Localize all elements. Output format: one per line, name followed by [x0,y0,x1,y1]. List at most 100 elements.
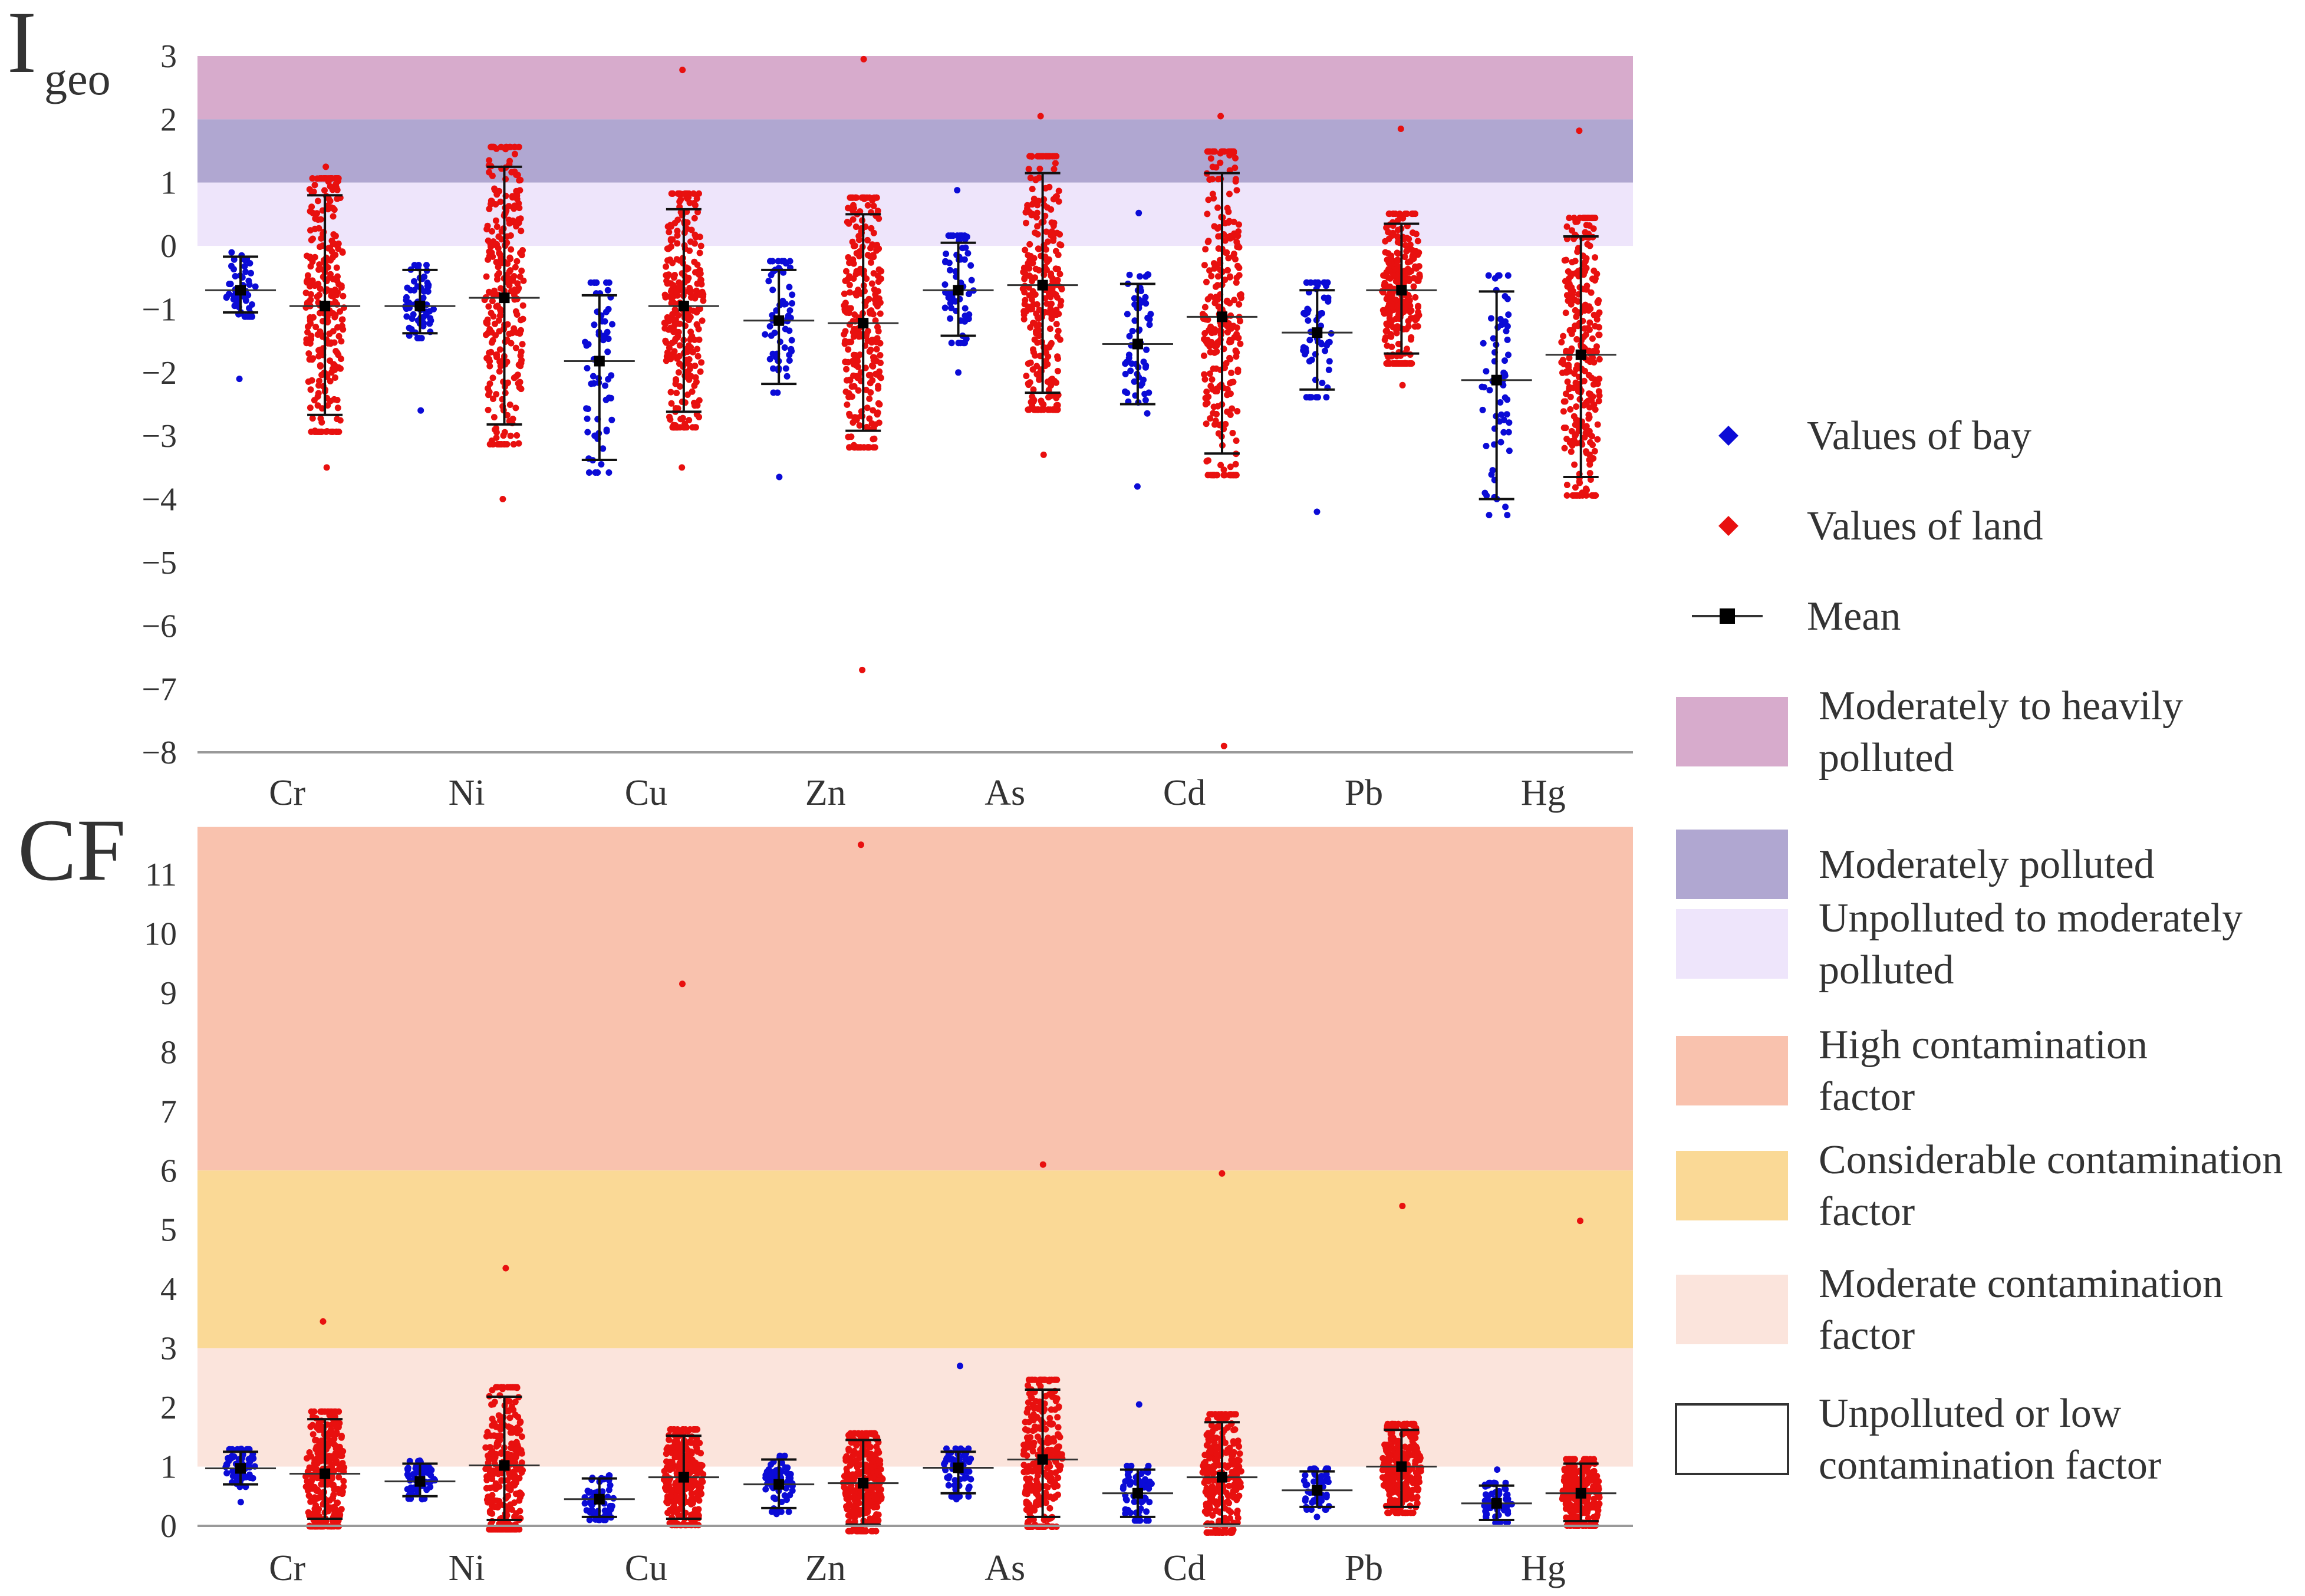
data-point [1324,279,1331,286]
data-point [1206,370,1213,377]
data-point [241,263,248,270]
y-tick-label: 4 [160,1271,177,1308]
data-point [248,1455,255,1462]
data-point [686,376,693,383]
data-point [316,261,323,268]
data-point [1026,1419,1032,1426]
data-point [1228,369,1235,376]
data-point [485,303,492,310]
outlier-point [1313,508,1321,515]
data-point [864,194,871,201]
data-point [675,369,682,376]
data-point [1050,406,1056,413]
data-point [674,232,681,239]
data-point [786,357,793,364]
data-point [1203,420,1210,427]
data-point [1055,1404,1062,1411]
data-point [1415,263,1422,270]
outlier-point [238,1445,245,1452]
data-point [1043,350,1049,357]
data-point [1318,310,1324,317]
data-point [1122,388,1128,395]
data-point [403,313,410,320]
data-point [875,266,883,273]
data-point [589,1508,596,1515]
data-point [1129,328,1136,334]
data-point [1497,439,1504,446]
data-point [312,1437,319,1444]
data-point [495,233,502,240]
igeo-error-bars [205,165,1616,501]
data-point [1026,1390,1033,1397]
data-point [846,281,853,288]
data-point [667,292,674,300]
data-point [486,1485,493,1492]
data-point [317,362,324,369]
data-point [696,1497,703,1504]
data-point [850,351,857,358]
data-point [866,348,873,355]
data-point [1050,222,1057,229]
data-point [1020,308,1028,315]
data-point [1303,279,1310,286]
data-point [845,390,852,397]
data-point [670,282,677,289]
data-point [506,268,513,275]
data-point [495,1442,502,1449]
data-point [493,303,500,310]
data-point [1591,447,1598,455]
data-point [1323,342,1331,349]
data-point [605,394,613,402]
data-point [768,1461,775,1468]
data-point [1207,155,1214,162]
data-point [1049,153,1056,160]
data-point [870,202,877,209]
data-point [1596,376,1603,383]
data-point [315,225,322,232]
data-point [670,328,677,335]
data-point [1497,315,1504,323]
data-point [762,1486,769,1493]
data-point [1050,237,1057,244]
data-point [696,1466,703,1473]
data-point [511,150,518,157]
data-point [307,291,314,298]
data-point [672,335,679,343]
data-point [1573,403,1580,410]
data-point [228,249,235,256]
data-point [332,287,338,293]
y-tick-label: −1 [141,291,177,328]
data-point [1209,376,1216,383]
data-point [788,345,795,353]
data-point [692,363,699,369]
data-point [872,421,879,428]
data-point [1560,408,1567,415]
data-point [877,360,884,366]
data-point [1054,353,1061,360]
data-point [605,1472,613,1479]
data-point [868,259,874,266]
data-point [507,232,514,239]
data-point [855,387,862,394]
land-points-ni [481,143,527,502]
data-point [1230,472,1237,479]
data-point [864,236,871,243]
error-bar [743,268,815,386]
data-point [667,389,674,396]
data-point [667,1459,674,1466]
band-moderately [197,119,1633,183]
data-point [871,1514,878,1521]
data-point [689,1499,696,1506]
data-point [1575,323,1582,330]
data-point [325,1453,332,1460]
data-point [1028,274,1035,281]
data-point [781,1492,788,1499]
data-point [1126,333,1133,340]
data-point [1569,492,1576,499]
data-point [332,312,339,318]
data-point [966,1468,973,1475]
error-bar [1186,172,1257,455]
data-point [1386,210,1393,218]
y-tick-label: −8 [141,735,177,771]
data-point [697,368,704,375]
